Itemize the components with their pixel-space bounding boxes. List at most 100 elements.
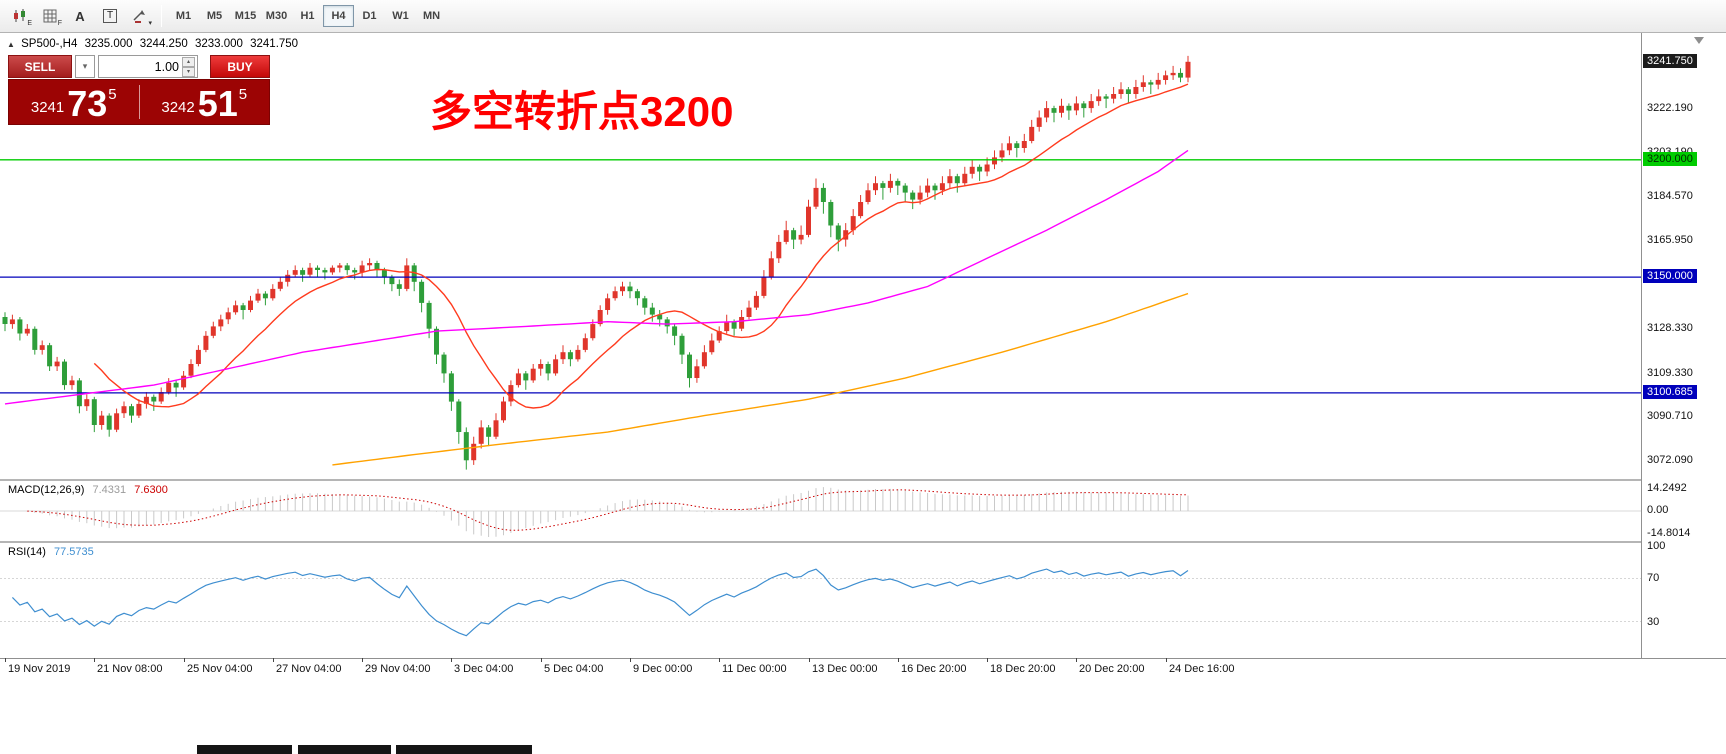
time-axis-tick	[1166, 658, 1167, 662]
rsi-header: RSI(14) 77.5735	[8, 546, 94, 558]
time-axis-tick	[1076, 658, 1077, 662]
taskbar-fragment	[396, 745, 532, 754]
time-axis-label: 20 Dec 20:00	[1079, 663, 1145, 675]
panel-splitter[interactable]	[0, 541, 1726, 543]
time-axis-tick	[184, 658, 185, 662]
macd-signal-value: 7.6300	[134, 484, 168, 496]
taskbar-fragment	[298, 745, 391, 754]
grid-tool-button[interactable]: F	[36, 4, 64, 28]
time-axis-tick	[273, 658, 274, 662]
icon-sub-label: F	[57, 20, 62, 27]
candle-chart-tool-button[interactable]: E	[6, 4, 34, 28]
time-axis-tick	[451, 658, 452, 662]
time-axis-label: 29 Nov 04:00	[365, 663, 431, 675]
price-axis-label: 3165.950	[1647, 233, 1693, 246]
time-axis-tick	[809, 658, 810, 662]
timeframe-button-m15[interactable]: M15	[230, 5, 261, 27]
grid-icon	[43, 9, 56, 22]
time-axis-tick	[362, 658, 363, 662]
macd-axis-label: 0.00	[1647, 504, 1669, 516]
bid-price-display[interactable]: 3241 73 5	[9, 80, 139, 124]
time-axis-label: 9 Dec 00:00	[633, 663, 693, 675]
time-axis-label: 25 Nov 04:00	[187, 663, 253, 675]
macd-header: MACD(12,26,9) 7.4331 7.6300	[8, 484, 168, 496]
price-badge-last: 3241.750	[1643, 53, 1697, 68]
volume-dropdown-button[interactable]: ▾	[75, 55, 95, 78]
volume-input[interactable]: 1.00 ▴ ▾	[98, 55, 198, 78]
icon-sub-label: E	[27, 20, 32, 27]
timeframe-button-m1[interactable]: M1	[168, 5, 199, 27]
macd-axis-label: 14.2492	[1647, 482, 1687, 494]
panel-splitter[interactable]	[0, 479, 1726, 481]
rsi-axis-label: 70	[1647, 572, 1660, 585]
rsi-indicator-chart[interactable]	[0, 543, 1641, 658]
timeframe-button-d1[interactable]: D1	[354, 5, 385, 27]
time-axis-label: 24 Dec 16:00	[1169, 663, 1235, 675]
timeframe-toolbar: M1 M5 M15 M30 H1 H4 D1 W1 MN	[168, 5, 447, 27]
bid-integer: 3241	[30, 99, 65, 116]
price-axis-label: 3184.570	[1647, 189, 1693, 202]
text-label-tool-button[interactable]: A	[66, 4, 94, 28]
macd-main-value: 7.4331	[92, 484, 127, 496]
price-axis-label: 3072.090	[1647, 454, 1693, 466]
volume-increase-button[interactable]: ▴	[182, 56, 195, 67]
price-axis[interactable]: 3222.1903203.1903184.5703165.9503128.330…	[1641, 33, 1726, 658]
timeframe-button-mn[interactable]: MN	[416, 5, 447, 27]
collapse-arrow-icon[interactable]: ▲	[7, 40, 15, 49]
rsi-axis-label: 100	[1647, 540, 1666, 552]
timeframe-button-m5[interactable]: M5	[199, 5, 230, 27]
time-axis-label: 3 Dec 04:00	[454, 663, 514, 675]
bid-ask-row: 3241 73 5 3242 51 5	[8, 79, 270, 125]
time-axis-line	[0, 658, 1726, 659]
chevron-down-icon: ▾	[82, 61, 88, 71]
volume-value: 1.00	[154, 59, 179, 74]
chart-annotation-text: 多空转折点3200	[430, 88, 734, 135]
chart-ohlc-header: ▲ SP500-,H4 3235.000 3244.250 3233.000 3…	[7, 38, 302, 50]
time-axis-label: 19 Nov 2019	[8, 663, 71, 675]
text-box-tool-button[interactable]: T	[96, 4, 124, 28]
high-value: 3244.250	[139, 38, 188, 50]
time-axis-tick	[541, 658, 542, 662]
rsi-axis-label: 30	[1647, 615, 1660, 628]
price-axis-label: 3128.330	[1647, 321, 1693, 334]
timeframe-button-w1[interactable]: W1	[385, 5, 416, 27]
trade-controls-row: SELL ▾ 1.00 ▴ ▾ BUY	[8, 55, 270, 78]
timeframe-button-m30[interactable]: M30	[261, 5, 292, 27]
time-axis[interactable]: 19 Nov 2019 21 Nov 08:00 25 Nov 04:00 27 No…	[0, 658, 1641, 680]
text-tool-icon: A	[75, 8, 85, 24]
time-axis-tick	[987, 658, 988, 662]
ask-integer: 3242	[161, 99, 195, 116]
toolbar-separator	[161, 5, 162, 27]
time-axis-label: 16 Dec 20:00	[901, 663, 967, 675]
chevron-down-icon: ▾	[148, 20, 152, 27]
symbol-label: SP500-,H4	[21, 38, 78, 50]
time-axis-label: 5 Dec 04:00	[544, 663, 604, 675]
sell-button[interactable]: SELL	[8, 55, 72, 78]
ask-big-digits: 51	[197, 83, 238, 124]
candle-chart-icon	[14, 9, 25, 22]
timeframe-button-h4[interactable]: H4	[323, 5, 354, 27]
arrow-objects-tool-button[interactable]: ▾	[126, 4, 154, 28]
rsi-value: 77.5735	[53, 546, 94, 558]
time-axis-label: 11 Dec 00:00	[722, 663, 787, 675]
buy-button[interactable]: BUY	[210, 55, 270, 78]
textbox-tool-icon: T	[103, 9, 117, 23]
macd-indicator-chart[interactable]	[0, 481, 1641, 541]
time-axis-tick	[719, 658, 720, 662]
close-value: 3241.750	[250, 38, 299, 50]
timeframe-button-h1[interactable]: H1	[292, 5, 323, 27]
time-axis-tick	[5, 658, 6, 662]
time-axis-tick	[94, 658, 95, 662]
macd-axis-label: -14.8014	[1647, 527, 1691, 539]
volume-stepper: ▴ ▾	[182, 56, 195, 77]
chart-shift-marker-icon[interactable]	[1694, 37, 1704, 44]
time-axis-tick	[898, 658, 899, 662]
price-divider	[138, 85, 140, 119]
candlestick-chart[interactable]	[0, 33, 1641, 479]
ask-price-display[interactable]: 3242 51 5	[140, 80, 270, 124]
one-click-trading-panel: SELL ▾ 1.00 ▴ ▾ BUY 3241 73 5 3242 51 5	[8, 55, 270, 125]
arrows-icon	[133, 10, 145, 23]
rsi-label: RSI(14)	[8, 546, 46, 558]
top-toolbar: E F A T ▾ M1 M5 M15 M30 H1 H4 D1 W1 MN	[0, 0, 1726, 33]
volume-decrease-button[interactable]: ▾	[182, 66, 195, 77]
